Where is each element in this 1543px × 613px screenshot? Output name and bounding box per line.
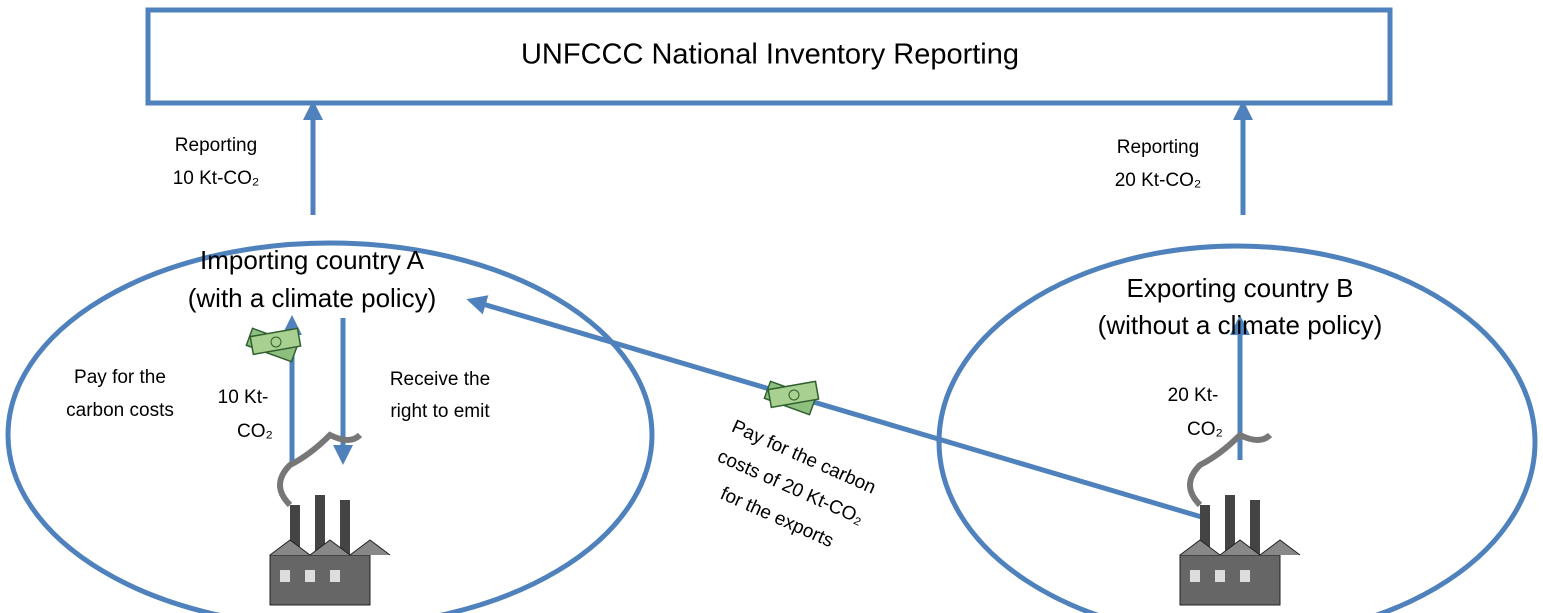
flow-label: 10 Kt- xyxy=(218,387,269,408)
flow-label: carbon costs xyxy=(66,400,174,421)
node-label: Importing country A xyxy=(200,245,425,275)
flow-label: CO₂ xyxy=(1187,419,1223,440)
flow-label: Receive the xyxy=(390,369,490,390)
flow-label: Pay for the xyxy=(74,367,166,388)
flow-label: right to emit xyxy=(390,401,490,422)
reporting-label: Reporting xyxy=(175,135,257,156)
node-label: (with a climate policy) xyxy=(188,283,437,313)
reporting-label: Reporting xyxy=(1117,137,1199,158)
node-label: Exporting country B xyxy=(1127,273,1354,303)
node-label: (without a climate policy) xyxy=(1098,310,1383,340)
flow-label: CO₂ xyxy=(237,421,273,442)
header-box xyxy=(145,7,1393,106)
money-icon xyxy=(245,327,302,363)
reporting-label: 10 Kt-CO₂ xyxy=(173,168,260,189)
factory-icon xyxy=(1180,435,1300,605)
money-icon xyxy=(763,380,820,416)
node-b xyxy=(936,243,1538,613)
export-flow-label: Pay for the carbon costs of 20 Kt-CO₂ fo… xyxy=(714,416,879,552)
flow-label: 20 Kt- xyxy=(1168,385,1219,406)
arrow xyxy=(466,295,1206,521)
node-a xyxy=(5,240,655,613)
reporting-label: 20 Kt-CO₂ xyxy=(1115,170,1202,191)
factory-icon xyxy=(270,435,390,605)
header-title: UNFCCC National Inventory Reporting xyxy=(521,39,1019,71)
